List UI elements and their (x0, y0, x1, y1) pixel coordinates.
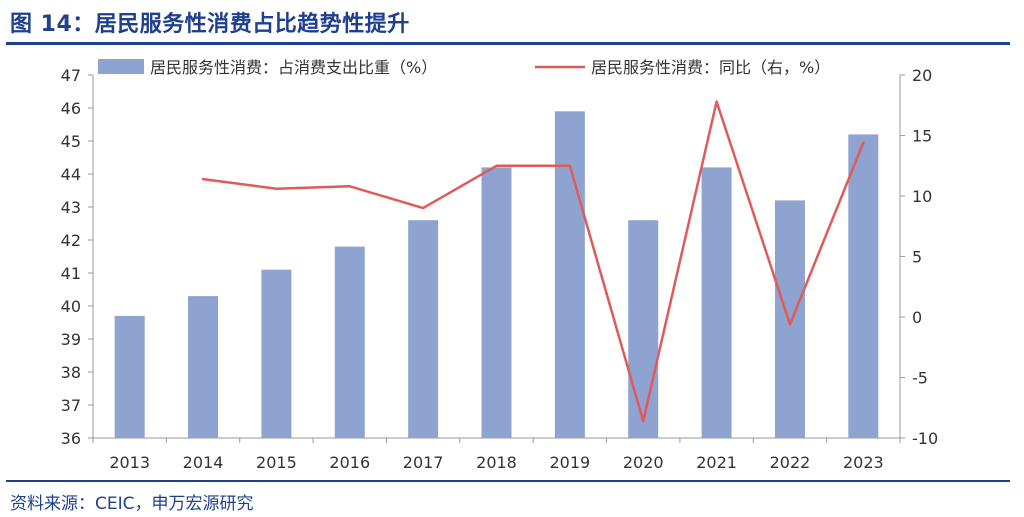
x-tick-label: 2013 (109, 453, 150, 472)
right-tick-label: -10 (912, 429, 938, 448)
x-tick-label: 2018 (476, 453, 517, 472)
left-tick-label: 44 (61, 165, 81, 184)
left-tick-label: 45 (61, 132, 81, 151)
line-point-2017 (421, 206, 425, 210)
bar-2014 (188, 296, 219, 438)
line-point-2022 (788, 323, 792, 326)
line-point-2016 (348, 185, 351, 188)
legend-bar-label: 居民服务性消费：占消费支出比重（%） (150, 58, 437, 77)
left-tick-label: 38 (61, 363, 81, 382)
right-tick-label: 20 (912, 66, 932, 85)
left-tick-label: 39 (61, 330, 81, 349)
right-tick-label: 5 (912, 248, 922, 267)
x-tick-label: 2015 (256, 453, 297, 472)
bar-2017 (408, 220, 439, 438)
legend-line-label: 居民服务性消费：同比（右，%） (591, 58, 830, 77)
right-tick-label: 10 (912, 187, 932, 206)
left-tick-label: 40 (61, 297, 81, 316)
line-point-2019 (568, 164, 572, 167)
x-tick-label: 2022 (770, 453, 811, 472)
right-tick-label: 15 (912, 127, 932, 146)
x-tick-label: 2019 (550, 453, 591, 472)
line-point-2023 (862, 141, 865, 144)
x-tick-label: 2023 (843, 453, 884, 472)
source-note: 资料来源：CEIC，申万宏源研究 (10, 494, 254, 514)
bar-2022 (774, 200, 805, 438)
line-point-2021 (715, 100, 718, 103)
line-point-2020 (642, 419, 645, 423)
title-rule (6, 42, 1010, 45)
bar-2023 (848, 134, 879, 438)
line-point-2018 (495, 164, 498, 167)
left-tick-label: 37 (61, 396, 81, 415)
line-point-2014 (201, 177, 205, 181)
x-tick-label: 2021 (696, 453, 737, 472)
left-tick-label: 47 (61, 66, 81, 85)
x-tick-label: 2020 (623, 453, 664, 472)
bar-2016 (334, 246, 365, 438)
legend-bar-swatch (98, 59, 144, 74)
x-tick-label: 2014 (183, 453, 224, 472)
right-tick-label: -5 (912, 369, 928, 388)
left-tick-label: 42 (61, 231, 81, 250)
right-tick-label: 0 (912, 308, 922, 327)
yoy-line (202, 100, 865, 423)
x-tick-label: 2016 (329, 453, 370, 472)
bar-2018 (481, 167, 512, 438)
left-tick-label: 43 (61, 198, 81, 217)
bar-2021 (701, 167, 732, 438)
bar-2013 (114, 315, 145, 438)
x-tick-label: 2017 (403, 453, 444, 472)
left-tick-label: 41 (61, 264, 81, 283)
bar-2015 (261, 269, 292, 438)
figure-title: 图 14：居民服务性消费占比趋势性提升 (10, 12, 410, 37)
left-tick-label: 46 (61, 99, 81, 118)
bar-2019 (554, 111, 585, 439)
left-tick-label: 36 (61, 429, 81, 448)
line-point-2015 (275, 187, 278, 190)
bar-2020 (628, 220, 659, 438)
source-rule (6, 480, 1010, 482)
